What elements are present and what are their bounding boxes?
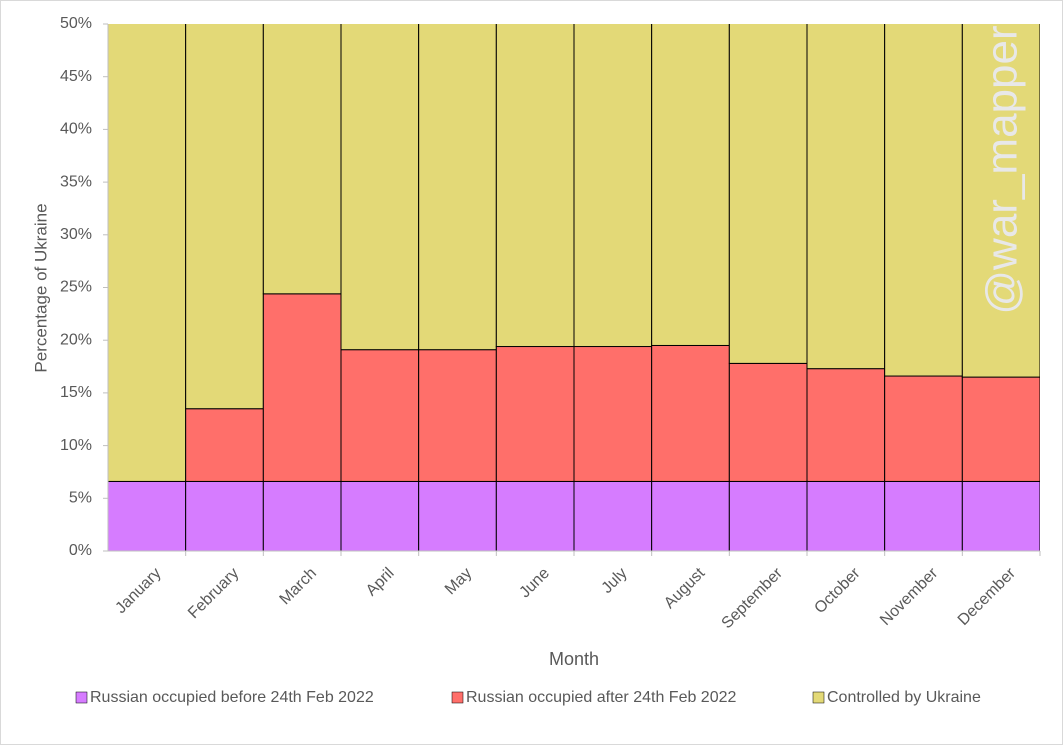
bar-segment <box>108 24 187 482</box>
bar-segment <box>495 480 575 551</box>
x-axis-title: Month <box>549 649 599 669</box>
y-tick-label: 45% <box>60 68 92 85</box>
legend-swatch <box>812 691 825 704</box>
y-tick-label: 15% <box>60 384 92 401</box>
bar-segment <box>418 349 497 482</box>
legend-label: Controlled by Ukraine <box>827 689 981 706</box>
bars <box>108 24 1040 551</box>
bar-segment <box>961 24 1040 378</box>
bar-segment <box>651 344 730 482</box>
legend-label: Russian occupied after 24th Feb 2022 <box>466 689 737 706</box>
bar-segment <box>728 24 808 364</box>
bar-segment <box>806 24 886 370</box>
bar-segment <box>884 375 963 482</box>
legend-swatch <box>75 691 88 704</box>
y-tick-label: 50% <box>60 15 92 32</box>
bar-segment <box>185 480 264 551</box>
y-tick-label: 0% <box>69 542 92 559</box>
bar-segment <box>573 346 653 482</box>
watermark: @war_mapper <box>978 25 1027 314</box>
y-tick-label: 25% <box>60 279 92 296</box>
bar-segment <box>651 480 730 551</box>
bar-segment <box>961 480 1040 551</box>
y-axis-title: Percentage of Ukraine <box>31 203 50 372</box>
y-tick-label: 20% <box>60 331 92 348</box>
bar-segment <box>728 362 808 482</box>
bar-segment <box>728 480 808 551</box>
bar-segment <box>262 480 342 551</box>
bar-segment <box>961 376 1040 482</box>
bar-segment <box>573 480 653 551</box>
bar-segment <box>185 408 264 482</box>
bar-segment <box>340 24 420 351</box>
bar-segment <box>185 24 264 410</box>
bar-segment <box>418 480 497 551</box>
legend-label: Russian occupied before 24th Feb 2022 <box>90 689 374 706</box>
y-tick-label: 10% <box>60 437 92 454</box>
bar-segment <box>418 24 497 351</box>
bar-segment <box>573 24 653 348</box>
legend-swatch <box>451 691 464 704</box>
y-tick-label: 35% <box>60 173 92 190</box>
bar-segment <box>495 346 575 482</box>
bar-segment <box>806 480 886 551</box>
bar-segment <box>108 480 187 551</box>
bar-segment <box>262 24 342 295</box>
bar-segment <box>884 480 963 551</box>
bar-segment <box>806 368 886 482</box>
bar-segment <box>340 349 420 482</box>
y-tick-label: 40% <box>60 121 92 138</box>
y-tick-label: 5% <box>69 490 92 507</box>
bar-segment <box>340 480 420 551</box>
y-tick-label: 30% <box>60 226 92 243</box>
bar-segment <box>262 293 342 482</box>
bar-segment <box>651 24 730 346</box>
bar-segment <box>495 24 575 348</box>
bar-segment <box>884 24 963 377</box>
